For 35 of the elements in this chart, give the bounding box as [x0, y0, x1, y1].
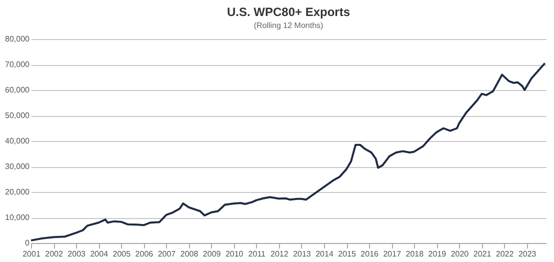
x-tick-label: 2021: [473, 250, 492, 258]
y-tick-label: 0: [25, 238, 30, 248]
x-tick-label: 2014: [316, 250, 334, 258]
y-tick-label: 30,000: [5, 162, 30, 171]
x-tick-label: 2012: [270, 250, 289, 258]
x-tick-label: 2017: [383, 250, 402, 258]
y-tick-label: 60,000: [5, 86, 30, 94]
x-tick-label: 2013: [293, 250, 312, 258]
y-tick-label: 40,000: [5, 136, 30, 146]
x-tick-label: 2022: [496, 250, 514, 258]
x-tick-label: 2011: [248, 250, 266, 258]
x-tick-label: 2004: [90, 250, 109, 258]
y-tick-label: 70,000: [5, 60, 30, 69]
x-tick-label: 2002: [45, 250, 64, 258]
y-tick-label: 80,000: [5, 34, 30, 44]
x-tick-label: 2003: [68, 250, 86, 258]
x-tick-label: 2020: [450, 250, 470, 258]
chart-title: U.S. WPC80+ Exports: [226, 5, 350, 19]
x-tick-label: 2005: [112, 250, 132, 258]
y-tick-label: 20,000: [5, 188, 30, 196]
line-series: [30, 62, 546, 242]
x-tick-label: 2023: [518, 250, 537, 258]
chart-subtitle: (Rolling 12 Months): [254, 21, 324, 30]
y-tick-label: 10,000: [5, 213, 30, 222]
y-tick-label: 50,000: [5, 111, 30, 120]
x-tick-label: 2015: [338, 250, 356, 258]
x-tick-label: 2008: [180, 250, 199, 258]
x-tick-label: 2016: [360, 250, 380, 258]
x-tick-label: 2007: [158, 250, 176, 258]
x-tick-label: 2009: [202, 250, 222, 258]
x-tick-label: 2006: [135, 250, 154, 258]
x-tick-label: 2018: [406, 250, 424, 258]
x-tick-label: 2019: [428, 250, 447, 258]
x-tick-label: 2001: [22, 250, 41, 258]
x-tick-label: 2010: [225, 250, 244, 258]
